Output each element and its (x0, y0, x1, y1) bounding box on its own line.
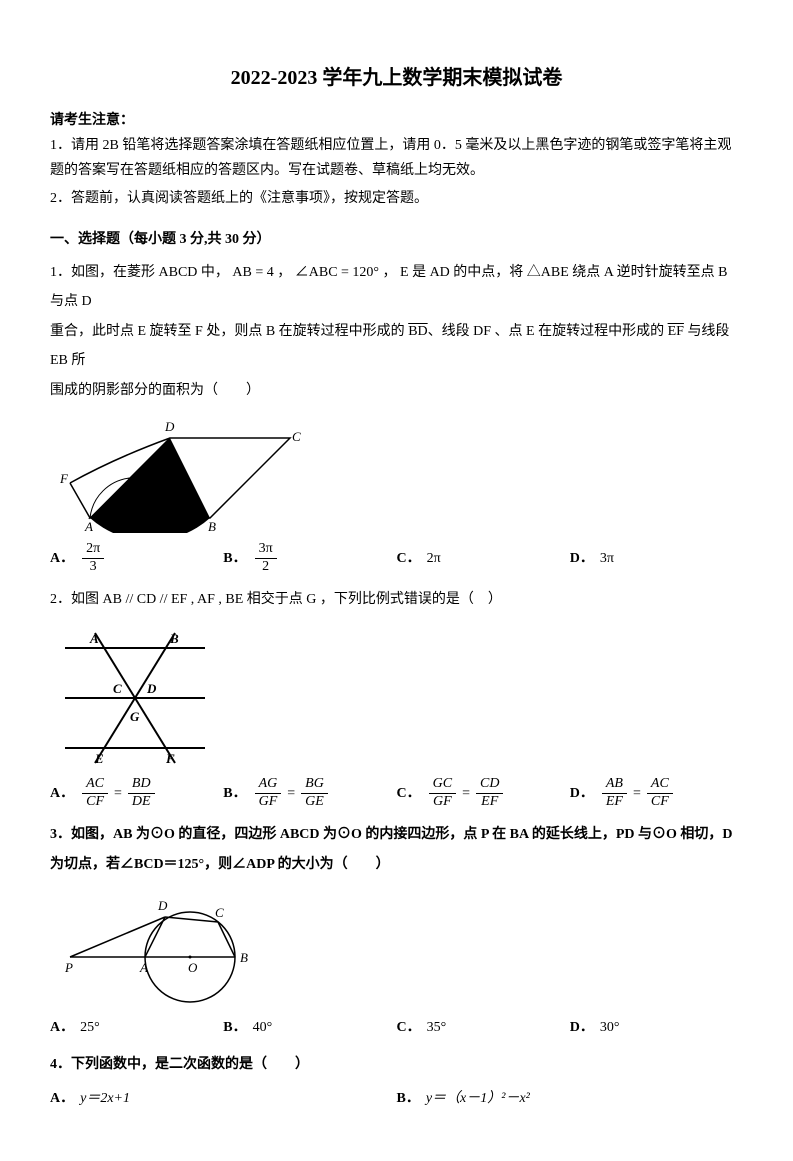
svg-text:C: C (292, 429, 301, 444)
exam-title: 2022-2023 学年九上数学期末模拟试卷 (50, 60, 743, 96)
svg-text:O: O (188, 960, 198, 975)
q1-optB: B． 3π2 (223, 541, 396, 576)
arc-ef: EF (668, 317, 684, 346)
svg-text:A: A (89, 631, 99, 646)
svg-text:F: F (165, 751, 175, 766)
q3-text: 3．如图，AB 为⊙O 的直径，四边形 ABCD 为⊙O 的内接四边形，点 P … (50, 820, 743, 879)
arc-bd: BD (408, 317, 427, 346)
svg-text:D: D (146, 681, 157, 696)
q1-optC: C．2π (397, 541, 570, 576)
q3-optC: C．35° (397, 1015, 570, 1040)
svg-text:E: E (134, 479, 143, 494)
q2-text: 2．如图 AB // CD // EF , AF , BE 相交于点 G ，下列… (50, 585, 743, 614)
svg-text:A: A (84, 519, 93, 533)
q3-figure: P A O B C D (60, 887, 743, 1007)
svg-text:A: A (139, 960, 148, 975)
q3-optD: D．30° (570, 1015, 743, 1040)
q4-text: 4．下列函数中，是二次函数的是（ ） (50, 1050, 743, 1079)
q3-options: A．25° B．40° C．35° D．30° (50, 1015, 743, 1040)
q2-options: A． ACCF = BDDE B． AGGF = BGGE C． GCGF = … (50, 776, 743, 811)
q1-line2: 重合，此时点 E 旋转至 F 处，则点 B 在旋转过程中形成的 BD、线段 DF… (50, 317, 743, 376)
svg-text:G: G (130, 709, 140, 724)
q2-optB: B． AGGF = BGGE (223, 776, 396, 811)
svg-text:C: C (215, 905, 224, 920)
svg-text:D: D (164, 419, 175, 434)
notice-1: 1．请用 2B 铅笔将选择题答案涂填在答题纸相应位置上，请用 0．5 毫米及以上… (50, 133, 743, 183)
q3-optA: A．25° (50, 1015, 223, 1040)
svg-text:D: D (157, 898, 168, 913)
q4-optB: B．y＝（x－1）²－x² (397, 1086, 744, 1111)
q1-line1: 1．如图，在菱形 ABCD 中， AB = 4 ， ∠ABC = 120° ， … (50, 258, 743, 317)
svg-text:P: P (64, 960, 73, 975)
q1-figure: A B C D E F (60, 413, 743, 533)
q4-optA: A．y＝2x+1 (50, 1086, 397, 1111)
svg-text:F: F (60, 471, 69, 486)
notice-header: 请考生注意： (50, 108, 743, 133)
svg-text:E: E (94, 751, 104, 766)
q2-optC: C． GCGF = CDEF (397, 776, 570, 811)
q4-options: A．y＝2x+1 B．y＝（x－1）²－x² (50, 1086, 743, 1111)
svg-text:B: B (240, 950, 248, 965)
q2-optA: A． ACCF = BDDE (50, 776, 223, 811)
q1-line3: 围成的阴影部分的面积为（ ） (50, 376, 743, 405)
q3-optB: B．40° (223, 1015, 396, 1040)
q2-figure: A B C D G E F (60, 623, 743, 768)
q1-text: 1．如图，在菱形 ABCD 中， AB = 4 ， ∠ABC = 120° ， … (50, 258, 743, 405)
q1-optA: A． 2π3 (50, 541, 223, 576)
q1-options: A． 2π3 B． 3π2 C．2π D．3π (50, 541, 743, 576)
section-1-title: 一、选择题（每小题 3 分,共 30 分） (50, 227, 743, 252)
q2-optD: D． ABEF = ACCF (570, 776, 743, 811)
svg-text:B: B (169, 631, 179, 646)
q1-optD: D．3π (570, 541, 743, 576)
svg-text:B: B (208, 519, 216, 533)
notice-2: 2．答题前，认真阅读答题纸上的《注意事项》，按规定答题。 (50, 186, 743, 211)
svg-text:C: C (113, 681, 122, 696)
